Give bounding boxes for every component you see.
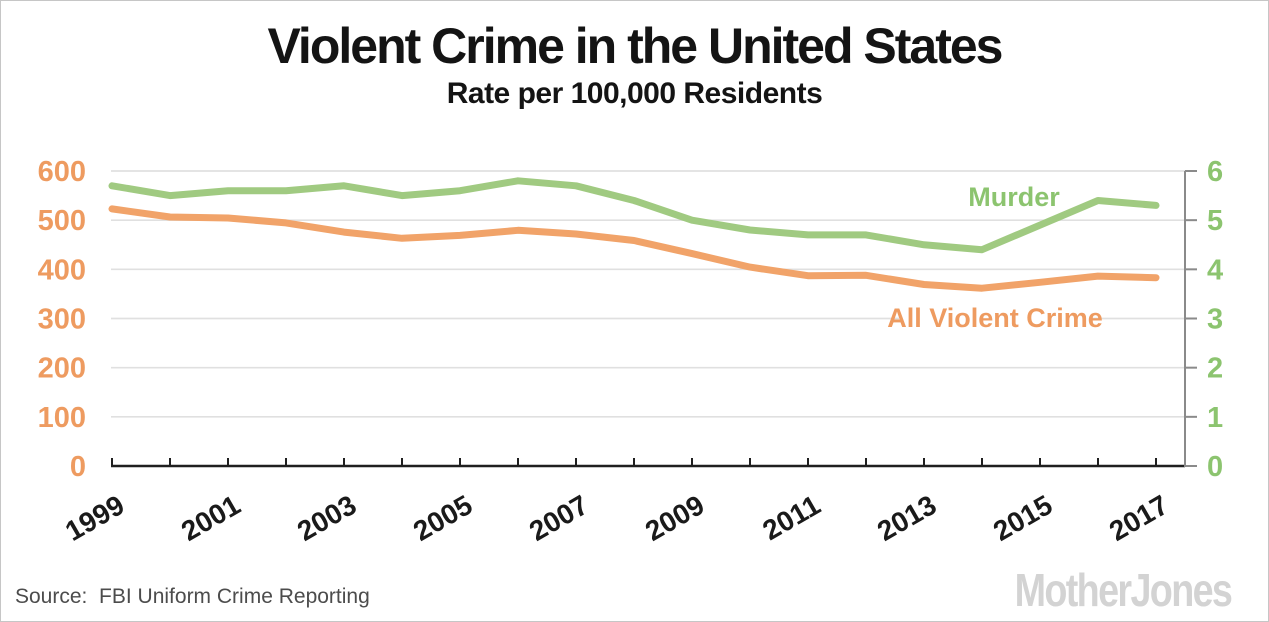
- source-text: Source: FBI Uniform Crime Reporting: [15, 585, 370, 608]
- series-label-all-violent-crime: All Violent Crime: [887, 303, 1103, 333]
- right-axis-label: 4: [1207, 254, 1223, 286]
- left-axis-label: 400: [38, 254, 86, 286]
- right-axis-label: 5: [1207, 205, 1223, 237]
- left-axis-label: 0: [70, 451, 86, 483]
- left-axis-label: 200: [38, 353, 86, 385]
- series-label-murder: Murder: [968, 182, 1060, 212]
- murder-line: [108, 177, 1160, 254]
- right-axis-label: 3: [1207, 304, 1223, 336]
- left-axis-label: 500: [38, 205, 86, 237]
- right-axis-label: 1: [1207, 402, 1223, 434]
- right-axis-label: 2: [1207, 353, 1223, 385]
- chart-title: Violent Crime in the United States: [267, 18, 1003, 74]
- chart-subtitle: Rate per 100,000 Residents: [446, 77, 823, 110]
- left-axis-label: 600: [38, 156, 86, 188]
- motherjones-logo: MotherJones: [1014, 564, 1232, 616]
- left-axis-label: 100: [38, 402, 86, 434]
- left-axis-label: 300: [38, 304, 86, 336]
- all-violent-crime-line: [108, 205, 1160, 292]
- right-axis-label: 6: [1207, 156, 1223, 188]
- right-axis-label: 0: [1207, 451, 1223, 483]
- series-label-mask: [899, 304, 1091, 331]
